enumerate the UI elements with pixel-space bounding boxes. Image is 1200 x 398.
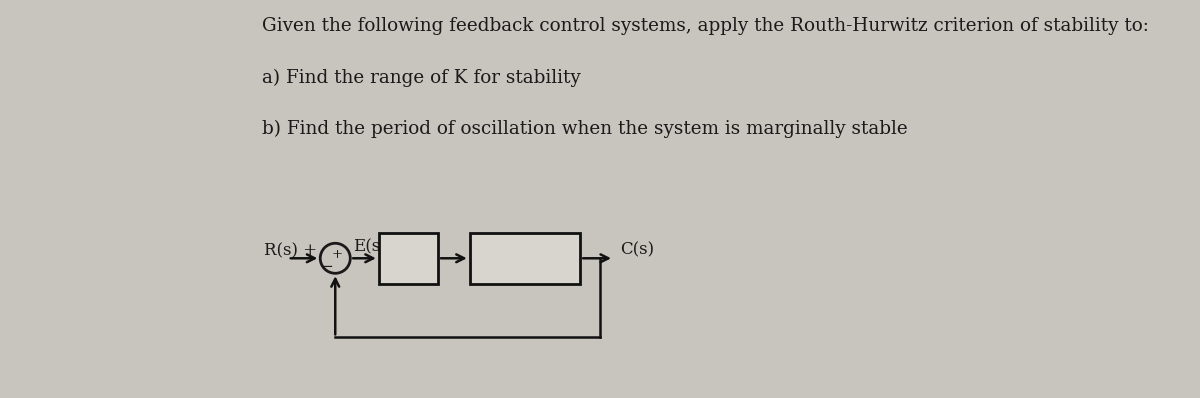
Text: C(s): C(s) — [620, 241, 654, 258]
Text: K: K — [400, 240, 416, 258]
Text: +: + — [331, 248, 342, 261]
Text: −: − — [320, 260, 332, 274]
Text: b) Find the period of oscillation when the system is marginally stable: b) Find the period of oscillation when t… — [262, 120, 907, 138]
Text: E(s): E(s) — [354, 239, 388, 256]
Text: Given the following feedback control systems, apply the Routh-Hurwitz criterion : Given the following feedback control sys… — [262, 17, 1148, 35]
Text: R(s) +: R(s) + — [264, 243, 317, 259]
Bar — [379, 232, 438, 284]
Text: s+1: s+1 — [390, 260, 426, 278]
Text: s³+6s²+9s+4: s³+6s²+9s+4 — [469, 261, 581, 279]
Text: 1: 1 — [518, 240, 532, 258]
Text: a) Find the range of K for stability: a) Find the range of K for stability — [262, 68, 581, 87]
Bar — [469, 232, 581, 284]
